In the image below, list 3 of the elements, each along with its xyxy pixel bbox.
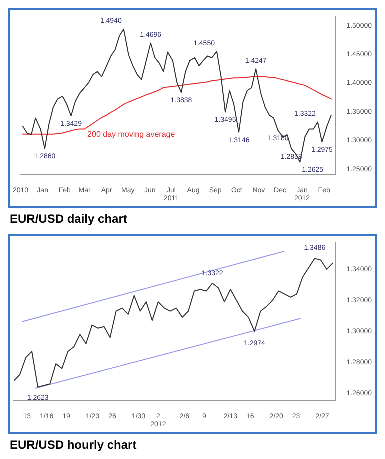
text: EUR/USD hourly chart	[9, 437, 138, 454]
series-label: 200 day moving average	[88, 130, 176, 139]
text: EUR/USD daily chart	[9, 211, 128, 228]
